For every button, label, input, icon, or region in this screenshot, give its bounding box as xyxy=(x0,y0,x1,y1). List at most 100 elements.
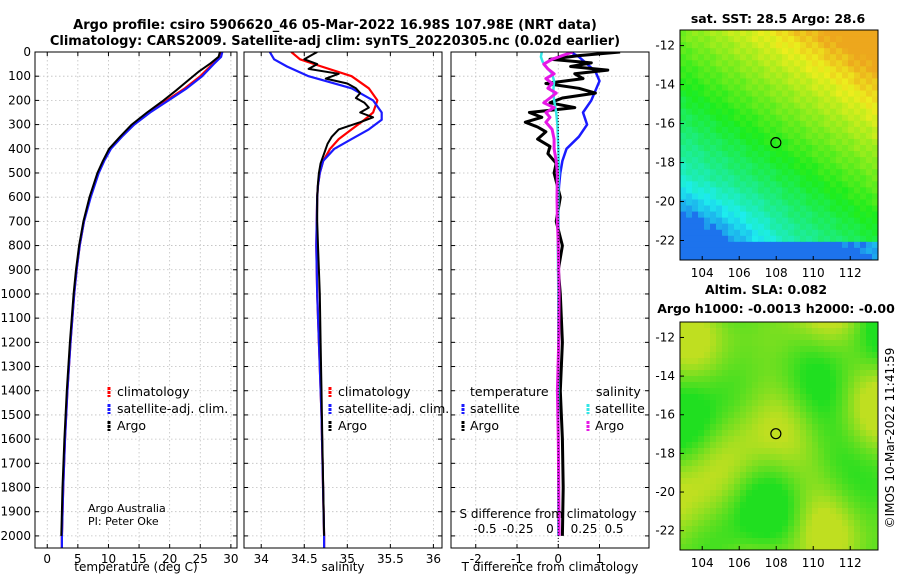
map-cell xyxy=(800,382,807,389)
map-cell xyxy=(764,114,771,122)
map-cell xyxy=(776,382,783,389)
map-cell xyxy=(818,132,825,140)
map-cell xyxy=(764,247,771,255)
legend-label: satellite xyxy=(470,401,520,416)
map-cell xyxy=(722,502,729,509)
map-cell xyxy=(818,72,825,80)
map-cell xyxy=(842,145,849,152)
map-cell xyxy=(770,454,777,461)
map-cell xyxy=(824,544,831,550)
map-cell xyxy=(716,235,723,243)
map-cell xyxy=(686,478,693,485)
map-cell xyxy=(722,430,729,437)
map-cell xyxy=(710,102,717,110)
map-cell xyxy=(824,223,831,231)
map-cell xyxy=(776,84,783,92)
map-cell xyxy=(728,520,735,527)
map-cell xyxy=(872,126,878,134)
map-cell xyxy=(800,138,807,146)
map-cell xyxy=(860,30,867,37)
map-cell xyxy=(698,247,705,255)
map-cell xyxy=(758,508,765,515)
map-cell xyxy=(830,30,837,37)
map-cell xyxy=(812,424,819,431)
map-cell xyxy=(776,54,783,61)
map-cell xyxy=(800,163,807,170)
map-cell xyxy=(794,90,801,98)
map-cell xyxy=(818,229,825,237)
map-cell xyxy=(686,169,693,176)
map-cell xyxy=(812,376,819,383)
map-cell xyxy=(698,229,705,237)
map-cell xyxy=(704,472,711,479)
map-cell xyxy=(854,346,861,353)
map-cell xyxy=(854,114,861,122)
map-cell xyxy=(728,490,735,497)
map-cell xyxy=(872,340,878,347)
map-cell xyxy=(680,400,687,407)
map-cell xyxy=(722,352,729,359)
map-cell xyxy=(782,223,789,231)
map-cell xyxy=(800,102,807,110)
map-cell xyxy=(860,241,867,249)
map-cell xyxy=(740,175,747,182)
map-cell xyxy=(740,370,747,377)
map-cell xyxy=(728,126,735,134)
map-cell xyxy=(728,328,735,335)
map-cell xyxy=(824,412,831,419)
map-cell xyxy=(686,72,693,80)
map-cell xyxy=(872,84,878,92)
map-cell xyxy=(710,406,717,413)
map-cell xyxy=(854,508,861,515)
map-cell xyxy=(806,532,813,539)
map-cell xyxy=(860,36,867,43)
map-cell xyxy=(848,120,855,128)
map-cell xyxy=(710,145,717,152)
map-cell xyxy=(716,322,723,329)
map-cell xyxy=(692,120,699,128)
map-cell xyxy=(716,484,723,491)
map-cell xyxy=(842,126,849,134)
map-cell xyxy=(746,90,753,98)
map-cell xyxy=(818,376,825,383)
map-cell xyxy=(764,199,771,207)
map-cell xyxy=(818,358,825,365)
map-cell xyxy=(770,334,777,341)
map-cell xyxy=(854,442,861,449)
map-cell xyxy=(704,36,711,43)
map-cell xyxy=(824,217,831,225)
map-cell xyxy=(776,30,783,37)
map-cell xyxy=(788,544,795,550)
map-cell xyxy=(812,490,819,497)
map-cell xyxy=(782,406,789,413)
map-cell xyxy=(776,448,783,455)
map-cell xyxy=(818,520,825,527)
map-cell xyxy=(746,157,753,164)
map-cell xyxy=(788,394,795,401)
map-cell xyxy=(734,346,741,353)
map-cell xyxy=(872,42,878,49)
map-cell xyxy=(710,442,717,449)
map-cell xyxy=(806,84,813,92)
map-cell xyxy=(692,466,699,473)
map-cell xyxy=(848,382,855,389)
map-cell xyxy=(812,394,819,401)
difference-x-label: T difference from climatology xyxy=(461,560,639,574)
map-cell xyxy=(734,472,741,479)
map-cell xyxy=(806,448,813,455)
map-cell xyxy=(830,430,837,437)
map-cell xyxy=(854,526,861,533)
map-cell xyxy=(842,538,849,545)
map-cell xyxy=(830,466,837,473)
map-cell xyxy=(824,346,831,353)
map-cell xyxy=(728,472,735,479)
map-cell xyxy=(770,42,777,49)
map-cell xyxy=(806,253,813,260)
map-cell xyxy=(806,370,813,377)
map-cell xyxy=(842,490,849,497)
map-cell xyxy=(812,526,819,533)
map-cell xyxy=(728,241,735,249)
map-cell xyxy=(734,175,741,182)
map-cell xyxy=(728,132,735,140)
map-cell xyxy=(740,544,747,550)
